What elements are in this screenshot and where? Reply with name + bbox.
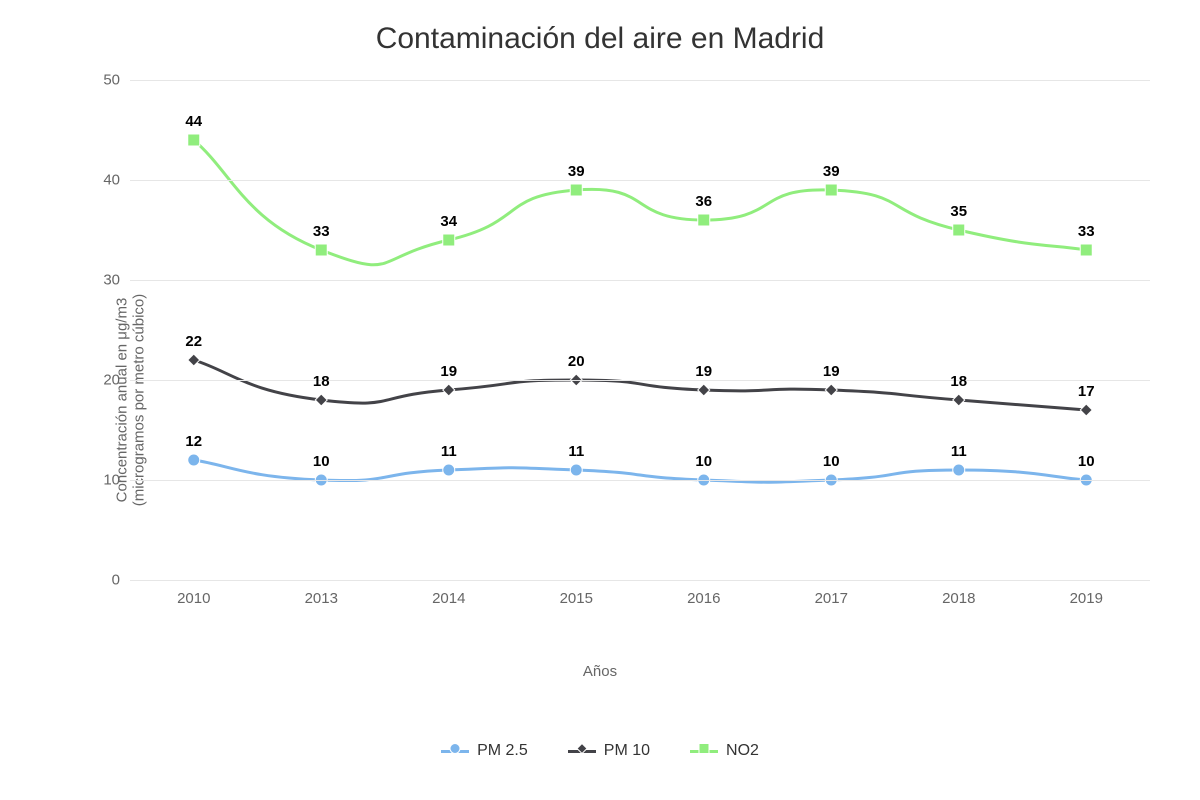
data-label: 11 [441, 443, 457, 460]
data-label: 18 [313, 373, 330, 390]
data-label: 19 [440, 363, 457, 380]
data-label: 10 [1078, 453, 1095, 470]
gridline [130, 180, 1150, 181]
data-label: 44 [185, 113, 202, 130]
gridline [130, 80, 1150, 81]
series-marker[interactable] [1080, 404, 1092, 416]
series-marker[interactable] [1080, 244, 1092, 256]
data-label: 22 [185, 333, 202, 350]
legend: PM 2.5 PM 10 NO2 [0, 742, 1200, 760]
series-marker[interactable] [315, 244, 327, 256]
series-marker[interactable] [443, 464, 455, 476]
x-tick-label: 2010 [154, 590, 234, 607]
data-label: 34 [440, 213, 457, 230]
series-marker[interactable] [443, 234, 455, 246]
series-marker[interactable] [953, 224, 965, 236]
data-label: 35 [950, 203, 967, 220]
data-label: 36 [695, 193, 712, 210]
series-marker[interactable] [443, 384, 455, 396]
series-marker[interactable] [188, 354, 200, 366]
series-marker[interactable] [698, 214, 710, 226]
series-marker[interactable] [698, 384, 710, 396]
x-axis-title: Años [0, 663, 1200, 680]
data-label: 19 [695, 363, 712, 380]
series-marker[interactable] [825, 384, 837, 396]
data-label: 20 [568, 353, 585, 370]
data-label: 17 [1078, 383, 1095, 400]
series-marker[interactable] [570, 464, 582, 476]
legend-label: NO2 [726, 742, 759, 760]
data-label: 19 [823, 363, 840, 380]
data-label: 33 [313, 223, 330, 240]
gridline [130, 380, 1150, 381]
x-tick-label: 2014 [409, 590, 489, 607]
chart-title: Contaminación del aire en Madrid [0, 22, 1200, 56]
data-label: 11 [951, 443, 967, 460]
series-marker[interactable] [315, 394, 327, 406]
x-tick-label: 2019 [1046, 590, 1126, 607]
chart-container: Contaminación del aire en Madrid Concent… [0, 0, 1200, 800]
series-marker[interactable] [188, 454, 200, 466]
x-tick-label: 2017 [791, 590, 871, 607]
legend-marker [441, 750, 469, 753]
y-tick-label: 20 [70, 372, 120, 389]
plot-area [130, 80, 1150, 580]
gridline [130, 480, 1150, 481]
data-label: 33 [1078, 223, 1095, 240]
data-label: 11 [568, 443, 584, 460]
series-marker[interactable] [570, 184, 582, 196]
x-tick-label: 2016 [664, 590, 744, 607]
data-label: 10 [313, 453, 330, 470]
y-tick-label: 40 [70, 172, 120, 189]
legend-item[interactable]: PM 2.5 [441, 742, 528, 760]
y-tick-label: 10 [70, 472, 120, 489]
data-label: 39 [568, 163, 585, 180]
data-label: 12 [185, 433, 202, 450]
series-marker[interactable] [825, 184, 837, 196]
data-label: 18 [950, 373, 967, 390]
y-tick-label: 30 [70, 272, 120, 289]
legend-marker [690, 750, 718, 753]
data-label: 10 [823, 453, 840, 470]
x-tick-label: 2018 [919, 590, 999, 607]
x-tick-label: 2013 [281, 590, 361, 607]
plot-svg [130, 80, 1150, 580]
legend-label: PM 2.5 [477, 742, 528, 760]
legend-item[interactable]: PM 10 [568, 742, 650, 760]
legend-item[interactable]: NO2 [690, 742, 759, 760]
y-tick-label: 0 [70, 572, 120, 589]
series-marker[interactable] [953, 464, 965, 476]
legend-label: PM 10 [604, 742, 650, 760]
gridline [130, 280, 1150, 281]
series-marker[interactable] [953, 394, 965, 406]
gridline [130, 580, 1150, 581]
y-tick-label: 50 [70, 72, 120, 89]
data-label: 10 [695, 453, 712, 470]
x-tick-label: 2015 [536, 590, 616, 607]
series-marker[interactable] [188, 134, 200, 146]
data-label: 39 [823, 163, 840, 180]
legend-marker [568, 750, 596, 753]
